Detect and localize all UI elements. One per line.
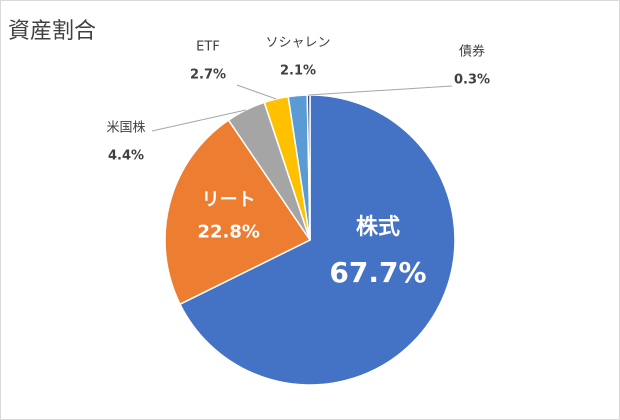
- slice-label: 債券: [459, 44, 485, 60]
- slice-label: ソシャレン: [265, 36, 330, 51]
- value-label: 2.1%: [280, 64, 316, 79]
- value-label: 22.8%: [197, 222, 259, 243]
- slice-label: 株式: [356, 215, 400, 240]
- slice-label: リート: [202, 190, 256, 211]
- leader-line: [151, 109, 246, 132]
- leader-line: [236, 84, 277, 100]
- value-label: 0.3%: [454, 73, 490, 88]
- value-label: 67.7%: [329, 256, 426, 289]
- pie-slice: [178, 94, 456, 386]
- value-label: 4.4%: [108, 149, 144, 164]
- leader-line: [308, 85, 453, 96]
- value-label: 2.7%: [190, 68, 226, 83]
- pie-slice: [164, 119, 312, 306]
- chart-title: 資産割合: [8, 19, 96, 44]
- slice-label: ETF: [196, 40, 220, 55]
- slice-label: 米国株: [106, 121, 145, 136]
